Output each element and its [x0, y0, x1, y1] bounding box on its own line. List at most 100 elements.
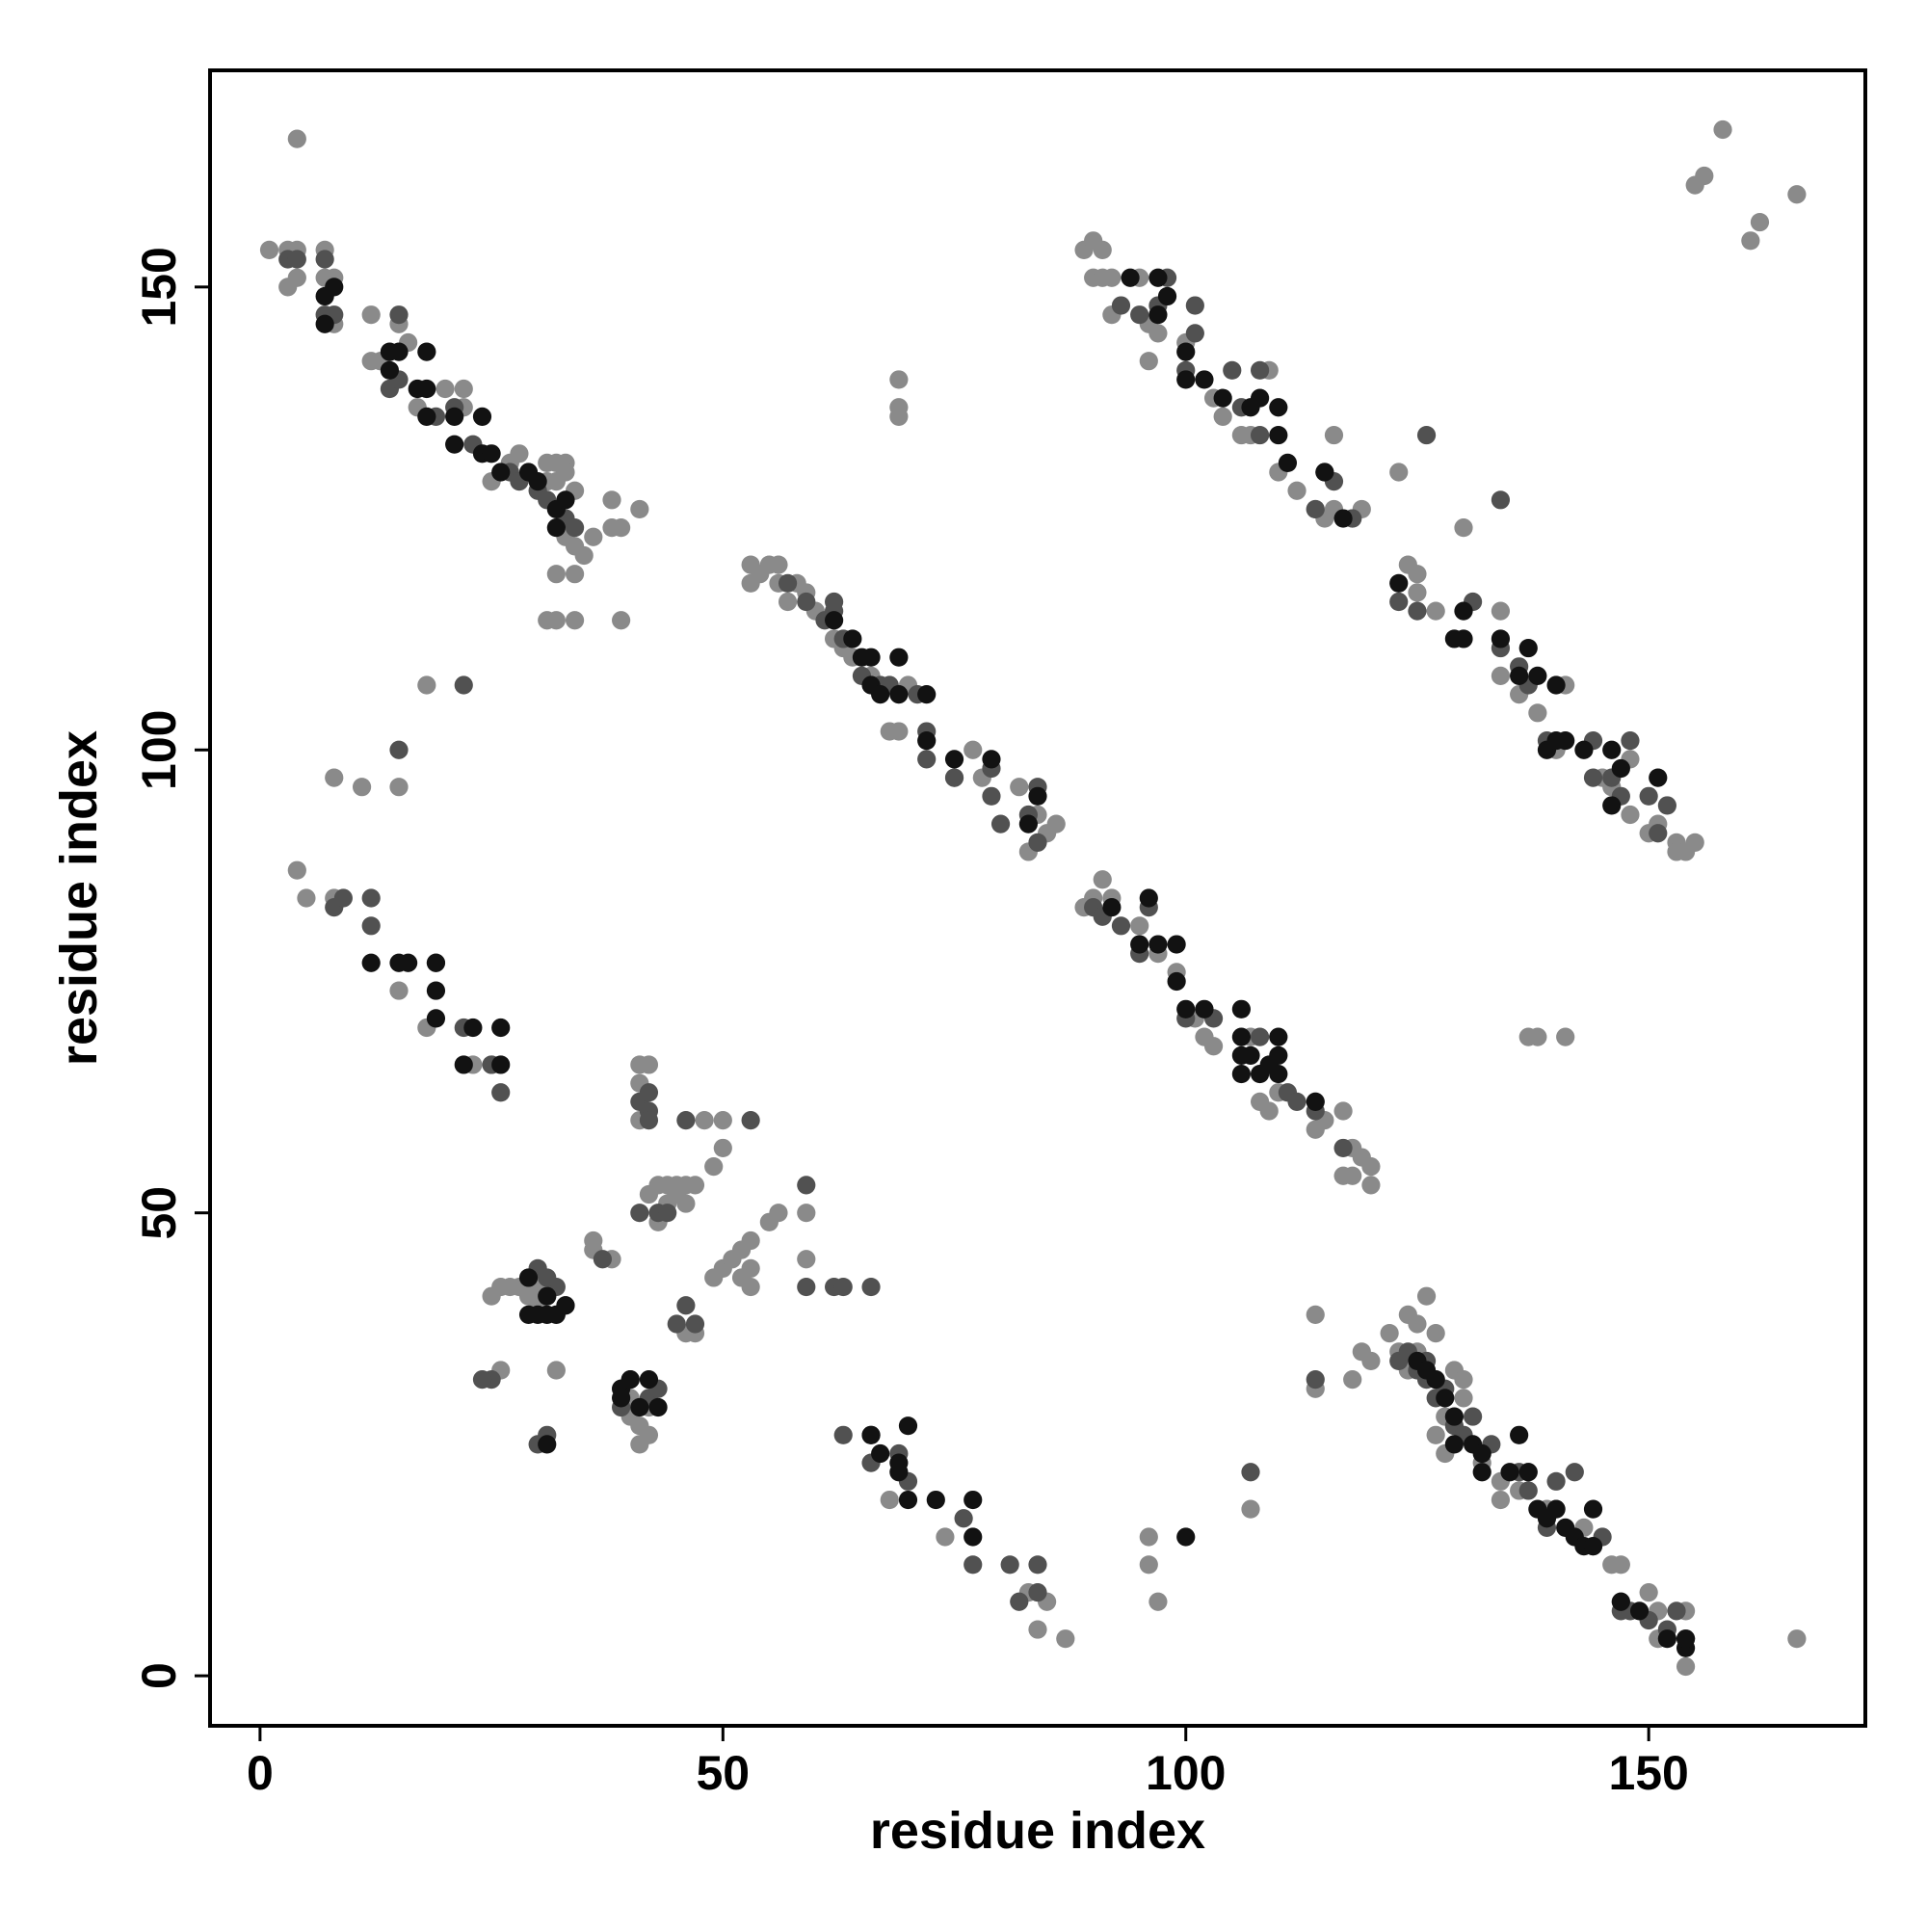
- data-point: [1130, 305, 1149, 325]
- data-point: [1231, 999, 1251, 1019]
- data-point: [917, 685, 937, 704]
- data-point: [1518, 1463, 1538, 1482]
- data-point: [843, 629, 862, 648]
- data-point: [417, 379, 436, 399]
- data-point: [259, 240, 279, 260]
- data-point: [1611, 1592, 1630, 1611]
- data-point: [1510, 1425, 1529, 1444]
- data-point: [676, 1296, 696, 1315]
- data-point: [1176, 999, 1196, 1019]
- data-point: [1426, 1323, 1445, 1343]
- y-tick-label: 100: [132, 710, 186, 790]
- data-point: [917, 731, 937, 751]
- data-point: [1583, 1536, 1603, 1556]
- data-point: [1203, 1037, 1224, 1056]
- data-point: [1241, 1045, 1260, 1065]
- data-point: [1269, 425, 1288, 445]
- data-point: [1139, 888, 1158, 908]
- data-point: [361, 953, 381, 972]
- data-point: [565, 518, 585, 538]
- data-point: [685, 1314, 705, 1334]
- data-point: [797, 1204, 816, 1223]
- data-point: [546, 1361, 566, 1380]
- data-point: [1676, 1629, 1696, 1649]
- data-point: [1333, 1101, 1353, 1121]
- data-point: [389, 740, 409, 759]
- data-point: [1454, 518, 1473, 538]
- data-point: [964, 1527, 983, 1547]
- data-point: [1528, 666, 1547, 685]
- data-point: [926, 1490, 945, 1510]
- data-point: [889, 685, 909, 704]
- data-point: [1130, 916, 1149, 936]
- data-point: [982, 750, 1001, 769]
- data-point: [1389, 573, 1409, 593]
- data-point: [1333, 1166, 1353, 1185]
- data-point: [1750, 212, 1770, 232]
- data-point: [1426, 1425, 1445, 1444]
- data-point: [1639, 1583, 1658, 1602]
- data-point: [944, 750, 964, 769]
- data-point: [630, 1204, 649, 1223]
- data-point: [1010, 1592, 1029, 1611]
- data-point: [1148, 935, 1168, 954]
- data-point: [1389, 592, 1409, 612]
- data-point: [546, 518, 566, 538]
- data-point: [325, 768, 344, 787]
- data-point: [741, 1231, 760, 1251]
- x-tick-label: 100: [1146, 1746, 1226, 1800]
- data-point: [538, 1286, 557, 1306]
- data-point: [639, 1055, 659, 1074]
- data-point: [630, 499, 649, 519]
- data-point: [769, 555, 788, 574]
- data-point: [1676, 1656, 1696, 1677]
- x-axis-title: residue index: [870, 1802, 1205, 1860]
- data-point: [1343, 1370, 1362, 1389]
- data-point: [1185, 296, 1204, 315]
- data-point: [1139, 352, 1158, 371]
- data-point: [1324, 425, 1344, 445]
- data-point: [287, 268, 306, 287]
- data-point: [1269, 1027, 1288, 1046]
- data-point: [1111, 296, 1131, 315]
- data-point: [889, 722, 909, 741]
- data-point: [315, 314, 334, 333]
- data-point: [917, 750, 937, 769]
- data-point: [593, 1250, 613, 1269]
- data-point: [1528, 703, 1547, 723]
- data-point: [472, 407, 492, 426]
- data-point: [658, 1204, 677, 1223]
- data-point: [1667, 1601, 1686, 1621]
- data-point: [361, 305, 381, 325]
- data-point: [1639, 786, 1658, 806]
- data-point: [510, 444, 529, 463]
- data-point: [1574, 740, 1594, 759]
- data-point: [797, 592, 816, 612]
- data-point: [889, 648, 909, 667]
- data-point: [361, 888, 381, 908]
- data-point: [1518, 638, 1538, 658]
- data-point: [1121, 268, 1140, 287]
- data-point: [1028, 1583, 1047, 1602]
- data-point: [612, 611, 631, 630]
- data-point: [325, 278, 344, 297]
- data-point: [1167, 971, 1186, 992]
- data-point: [1176, 370, 1196, 389]
- data-point: [1463, 1407, 1483, 1426]
- data-point: [1787, 185, 1807, 204]
- data-point: [1436, 1389, 1455, 1408]
- data-point: [944, 768, 964, 787]
- data-point: [1491, 629, 1511, 648]
- data-point: [1546, 1471, 1566, 1491]
- data-point: [491, 1083, 511, 1102]
- data-point: [731, 1268, 752, 1287]
- data-point: [1649, 768, 1668, 787]
- data-point: [1028, 1620, 1047, 1639]
- data-point: [1333, 1138, 1353, 1158]
- data-point: [584, 527, 603, 546]
- data-point: [352, 778, 372, 797]
- data-point: [871, 1443, 890, 1464]
- data-point: [1157, 286, 1177, 306]
- data-point: [833, 1425, 853, 1444]
